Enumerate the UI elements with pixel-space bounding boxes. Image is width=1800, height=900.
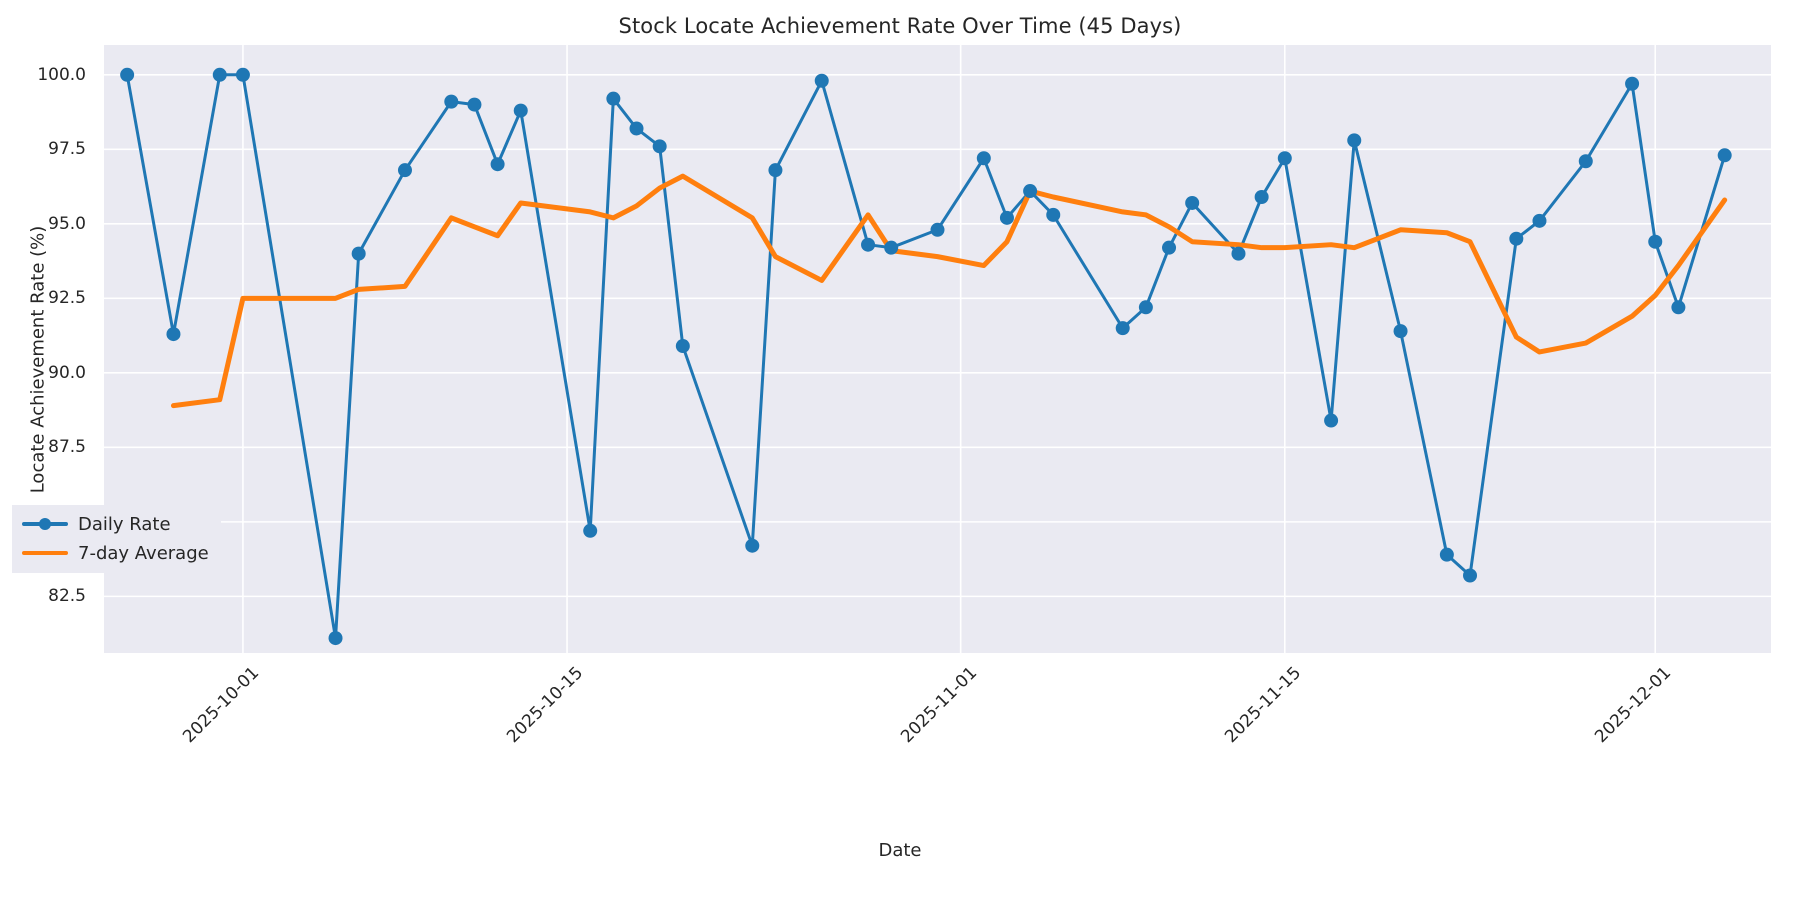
legend-item-daily-rate: Daily Rate <box>22 511 209 537</box>
data-point-marker <box>1671 300 1686 315</box>
data-point-marker <box>1277 151 1292 166</box>
legend-line-icon <box>22 543 68 563</box>
data-point-marker <box>884 240 899 255</box>
data-point-marker <box>652 139 667 154</box>
data-point-marker <box>675 339 690 354</box>
data-point-marker <box>212 67 227 82</box>
y-tick-label: 97.5 <box>48 139 86 160</box>
data-point-marker <box>513 103 528 118</box>
plot-area <box>104 45 1771 653</box>
x-tick-label: 2025-11-15 <box>1220 663 1305 748</box>
legend-label-daily-rate: Daily Rate <box>78 513 171 535</box>
data-point-marker <box>1393 324 1408 339</box>
data-point-marker <box>861 237 876 252</box>
data-point-marker <box>1648 234 1663 249</box>
data-point-marker <box>351 246 366 261</box>
data-series-layer <box>120 67 1732 646</box>
x-axis-ticks: 2025-10-01 2025-10-15 2025-11-01 2025-11-15… <box>104 653 1771 773</box>
chart-legend: Daily Rate 7-day Average <box>12 505 221 573</box>
data-point-marker <box>1532 213 1547 228</box>
data-point-marker <box>120 67 135 82</box>
x-tick-label: 2025-12-01 <box>1591 663 1676 748</box>
data-point-marker <box>328 631 343 646</box>
data-point-marker <box>1625 76 1640 91</box>
data-point-marker <box>1115 321 1130 336</box>
data-point-marker <box>1138 300 1153 315</box>
y-tick-label: 95.0 <box>48 213 86 234</box>
data-point-marker <box>1185 195 1200 210</box>
data-point-marker <box>467 97 482 112</box>
data-point-marker <box>1578 154 1593 169</box>
data-point-marker <box>235 67 250 82</box>
page-title: Stock Locate Achievement Rate Over Time … <box>618 14 1182 38</box>
data-point-marker <box>1254 190 1269 204</box>
y-tick-label: 82.5 <box>48 586 86 607</box>
data-point-marker <box>930 222 945 237</box>
data-point-marker <box>745 538 760 553</box>
data-point-marker <box>606 91 621 106</box>
legend-line-marker-icon <box>22 514 68 534</box>
data-point-marker <box>629 121 644 136</box>
legend-label-seven-day-average: 7-day Average <box>78 542 209 564</box>
data-point-marker <box>444 94 459 109</box>
data-point-marker <box>1046 207 1061 222</box>
x-tick-label: 2025-10-15 <box>503 663 588 748</box>
x-axis-label: Date <box>878 840 922 861</box>
data-point-marker <box>768 163 783 178</box>
grid-lines <box>104 45 1771 653</box>
y-tick-label: 90.0 <box>48 362 86 383</box>
x-tick-label: 2025-10-01 <box>179 663 264 748</box>
y-tick-label: 87.5 <box>48 437 86 458</box>
y-tick-label: 100.0 <box>37 64 86 85</box>
data-point-marker <box>1347 133 1362 148</box>
data-point-marker <box>583 523 598 538</box>
data-point-marker <box>166 327 181 342</box>
x-tick-label: 2025-11-01 <box>896 663 981 748</box>
data-point-marker <box>397 163 412 178</box>
data-point-marker <box>1463 568 1478 583</box>
data-point-marker <box>814 73 829 88</box>
data-point-marker <box>1162 240 1177 255</box>
data-point-marker <box>1231 246 1246 261</box>
data-point-marker <box>1439 547 1454 562</box>
data-point-marker <box>976 151 991 166</box>
legend-item-seven-day-average: 7-day Average <box>22 540 209 566</box>
y-tick-label: 92.5 <box>48 288 86 309</box>
data-point-marker <box>1509 231 1524 246</box>
data-point-marker <box>1023 184 1038 199</box>
data-point-marker <box>999 210 1014 225</box>
series-line-daily-rate <box>125 73 1727 640</box>
series-line-seven-day-average <box>170 173 1728 409</box>
data-point-marker <box>1324 413 1339 428</box>
data-point-marker <box>490 157 505 172</box>
data-point-marker <box>1717 148 1732 163</box>
